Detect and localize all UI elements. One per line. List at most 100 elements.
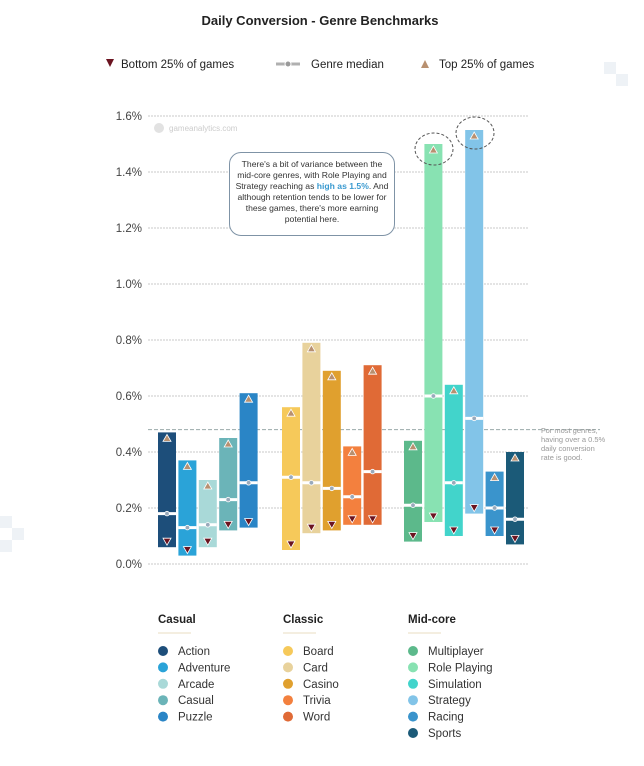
median-dot [205,522,211,528]
bottom-quartile-marker [203,537,213,547]
bottom-quartile-marker [223,521,233,530]
genre-legend: Casual Action Adventure Arcade Casual Puzzle C… [158,614,493,740]
top-quartile-marker [203,481,213,490]
side-note: For most genres, having over a 0.5% dail… [541,426,606,462]
top-quartile-marker [489,472,500,481]
bar-puzzle [239,393,258,528]
bars [158,130,524,556]
legend: Bottom 25% of games Genre median Top 25%… [106,59,535,71]
bottom-quartile-marker [489,526,500,535]
y-tick-label: 0.6% [116,391,142,403]
bottom-quartile-marker [449,526,459,535]
top-quartile-marker [327,371,337,381]
median-dot [329,485,335,492]
top-quartile-marker [162,433,172,442]
bar-arcade [198,480,217,548]
bottom-quartile-marker [510,535,520,544]
bar-board [282,407,300,550]
legend-swatch-icon [283,678,293,689]
y-tick-label: 0.4% [116,447,142,459]
median-dot [184,524,191,531]
legend-swatch-icon [283,662,293,673]
range-bar [239,393,258,528]
median-dot [308,480,315,486]
watermark: gameanalytics.com [169,124,238,133]
callout-text: There's a bit of variance between the mi… [235,159,387,191]
bar-sports [506,452,524,545]
bar-racing [485,471,504,536]
bar-multiplayer [404,440,422,542]
median-dot [491,505,498,511]
top-quartile-marker [428,145,439,154]
bottom-quartile-marker [243,518,254,527]
legend-swatch-icon [408,711,418,722]
bottom-quartile-marker [286,540,296,549]
range-bar [444,384,463,536]
decor-square [12,528,24,540]
range-bar [302,342,321,534]
range-bar [322,370,341,531]
bottom-quartile-marker [182,546,193,555]
highlight-circle-role-playing [414,132,454,166]
side-note-line: daily conversion [541,444,595,453]
top-quartile-marker [449,385,459,395]
bar-word [363,365,382,525]
bar-casual [219,438,238,531]
legend-item-label: Card [303,662,328,674]
bottom-quartile-marker [408,532,418,541]
decor-square [0,540,12,552]
legend-swatch-icon [158,646,168,656]
bottom-quartile-marker [367,515,378,524]
range-bar [198,480,217,548]
bar-action [158,432,176,548]
annotation-callout: There's a bit of variance between the mi… [229,152,395,236]
bar-adventure [178,460,197,556]
legend-group-heading: Casual [158,614,196,626]
bottom-quartile-marker [306,523,317,533]
legend-item-label: Casual [178,695,214,707]
decor-square [604,62,616,74]
median-dot [245,480,252,486]
median-dot [225,496,231,503]
legend-swatch-icon [158,662,168,673]
legend-group-heading: Classic [283,614,324,626]
legend-item-label: Trivia [303,695,331,707]
range-bar [424,144,443,522]
bar-trivia [343,446,362,525]
bottom-quartile-marker [327,521,337,530]
legend-item-label: Arcade [178,679,214,691]
range-bar [219,438,238,531]
top-quartile-marker [367,366,378,375]
y-axis-ticks: 0.0% 0.2% 0.4% 0.6% 0.8% 1.0% 1.2% 1.4% 1.6% [116,111,142,571]
range-bar [465,130,484,514]
legend-swatch-icon [158,711,168,722]
median-dot [430,393,437,399]
legend-item-label: Board [303,646,334,658]
legend-swatch-icon [158,695,168,706]
legend-swatch-icon [408,646,418,656]
bottom-quartile-marker [469,504,479,513]
median-dot [512,516,518,522]
legend-top: Top 25% of games [439,59,535,71]
median-dot [349,494,355,500]
legend-item-label: Role Playing [428,662,493,674]
top-quartile-marker [347,447,357,456]
watermark-logo-icon [154,123,164,133]
callout-highlight: high as 1.5% [316,181,369,191]
legend-swatch-icon [283,695,293,706]
side-note-line: having over a 0.5% [541,435,606,444]
legend-group-heading: Mid-core [408,614,456,626]
legend-item-label: Strategy [428,695,471,707]
median-dot [369,468,376,475]
legend-swatch-icon [158,678,168,689]
legend-swatch-icon [283,711,293,722]
bar-role-playing [424,144,443,522]
y-tick-label: 0.8% [116,335,142,347]
bar-strategy [465,130,484,514]
y-tick-label: 1.0% [116,279,142,291]
y-tick-label: 0.2% [116,503,142,515]
highlight-circle-strategy [455,116,495,150]
range-bar [404,440,422,542]
bar-simulation [444,384,463,536]
bottom-quartile-marker [162,537,172,547]
